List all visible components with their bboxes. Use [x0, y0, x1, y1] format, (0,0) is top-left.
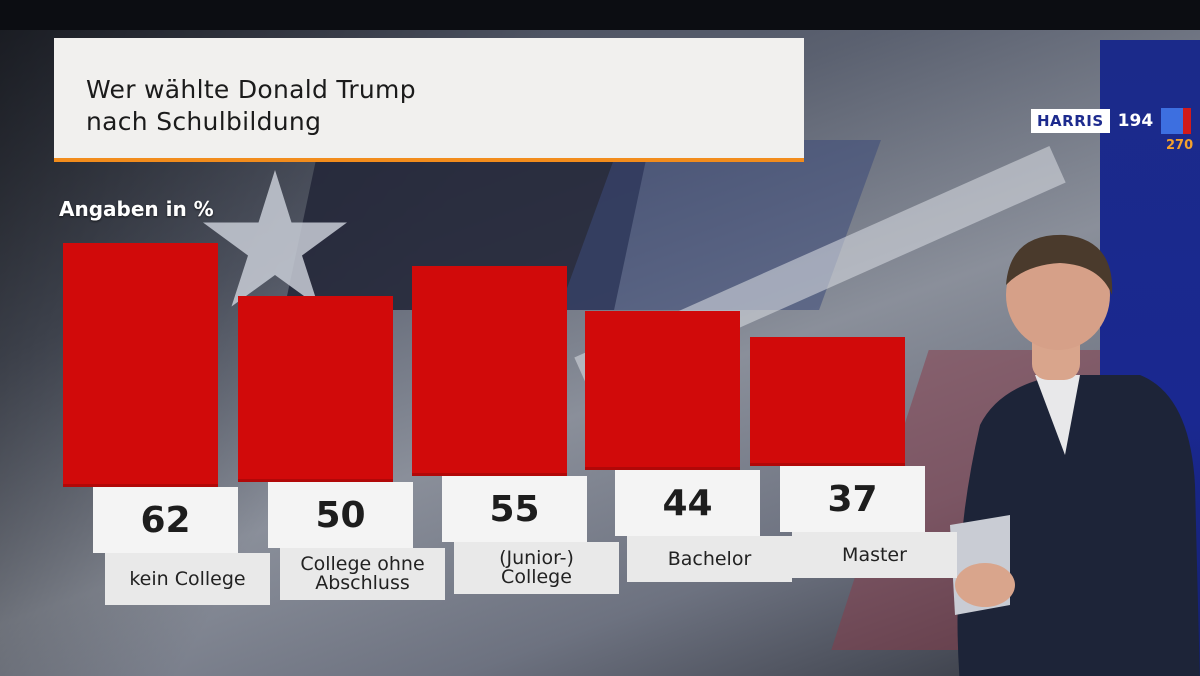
- category-label-line: College: [501, 566, 572, 588]
- category-label-line: College ohne: [300, 553, 425, 575]
- bar-4: [585, 311, 740, 470]
- unit-label: Angaben in %: [59, 197, 214, 221]
- category-label-line: Abschluss: [315, 572, 410, 594]
- presenter-figure: [950, 234, 1200, 676]
- bar-2: [238, 296, 393, 482]
- category-label-2: College ohne Abschluss: [280, 548, 445, 600]
- category-label-5: Master: [792, 532, 957, 578]
- category-label-line: Bachelor: [667, 547, 752, 570]
- category-label-line: kein College: [129, 567, 246, 590]
- chart-title-box: Wer wählte Donald Trump nach Schulbildun…: [54, 38, 804, 162]
- category-label-4: Bachelor: [627, 536, 792, 582]
- bar-5: [750, 337, 905, 466]
- value-label-3: 55: [442, 476, 587, 542]
- candidate-name: HARRIS: [1031, 109, 1110, 133]
- rep-progress-bar: [1183, 108, 1192, 134]
- category-label-line: (Junior-): [499, 547, 574, 569]
- category-label-line: Master: [842, 543, 907, 566]
- elector-count: 194: [1117, 111, 1154, 131]
- value-label-5: 37: [780, 466, 925, 532]
- category-label-1: kein College: [105, 553, 270, 605]
- value-label-1: 62: [93, 487, 238, 553]
- target-electors: 270: [1166, 138, 1194, 153]
- chart-title-line-2: nach Schulbildung: [86, 107, 322, 136]
- bar-3: [412, 266, 567, 476]
- value-label-4: 44: [615, 470, 760, 536]
- electoral-scoreboard: HARRIS 194: [1031, 108, 1192, 134]
- dem-progress-bar: [1161, 108, 1184, 134]
- chart-title-line-1: Wer wählte Donald Trump: [86, 75, 416, 104]
- category-label-3: (Junior-) College: [454, 542, 619, 594]
- value-label-2: 50: [268, 482, 413, 548]
- tv-screen: HARRIS 194 270 Wer wählte Donald Trump n…: [0, 30, 1200, 676]
- bar-1: [63, 243, 218, 487]
